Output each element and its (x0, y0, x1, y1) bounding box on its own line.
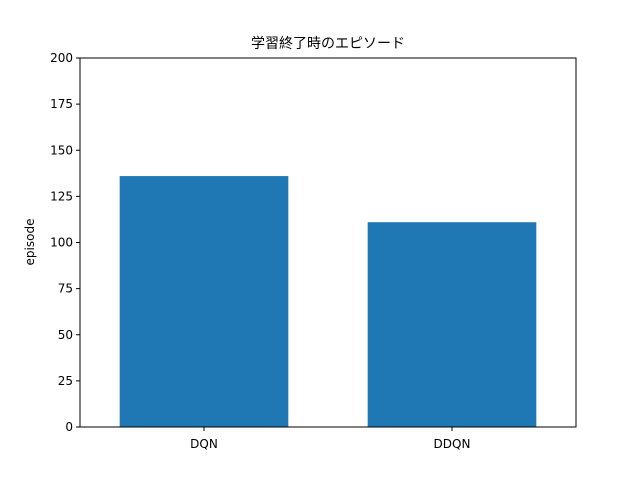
y-tick-label: 25 (58, 374, 73, 388)
bar-dqn (119, 176, 289, 427)
y-tick-label: 150 (50, 143, 73, 157)
plot-frame (79, 57, 577, 428)
y-axis: 0 25 50 75 100 125 150 175 200 (50, 51, 80, 434)
y-tick-label: 0 (65, 420, 73, 434)
y-axis-label: episode (23, 219, 37, 266)
bars-group (119, 176, 537, 427)
x-tick-label: DDQN (434, 437, 471, 451)
y-tick-label: 75 (58, 282, 73, 296)
y-tick-label: 100 (50, 236, 73, 250)
y-tick-label: 200 (50, 51, 73, 65)
chart-title: 学習終了時のエピソード (251, 36, 405, 52)
x-tick-label: DQN (190, 437, 218, 451)
y-tick-label: 125 (50, 189, 73, 203)
y-tick-label: 50 (58, 328, 73, 342)
y-tick-label: 175 (50, 97, 73, 111)
x-axis: DQN DDQN (190, 427, 470, 451)
bar-ddqn (367, 222, 537, 427)
